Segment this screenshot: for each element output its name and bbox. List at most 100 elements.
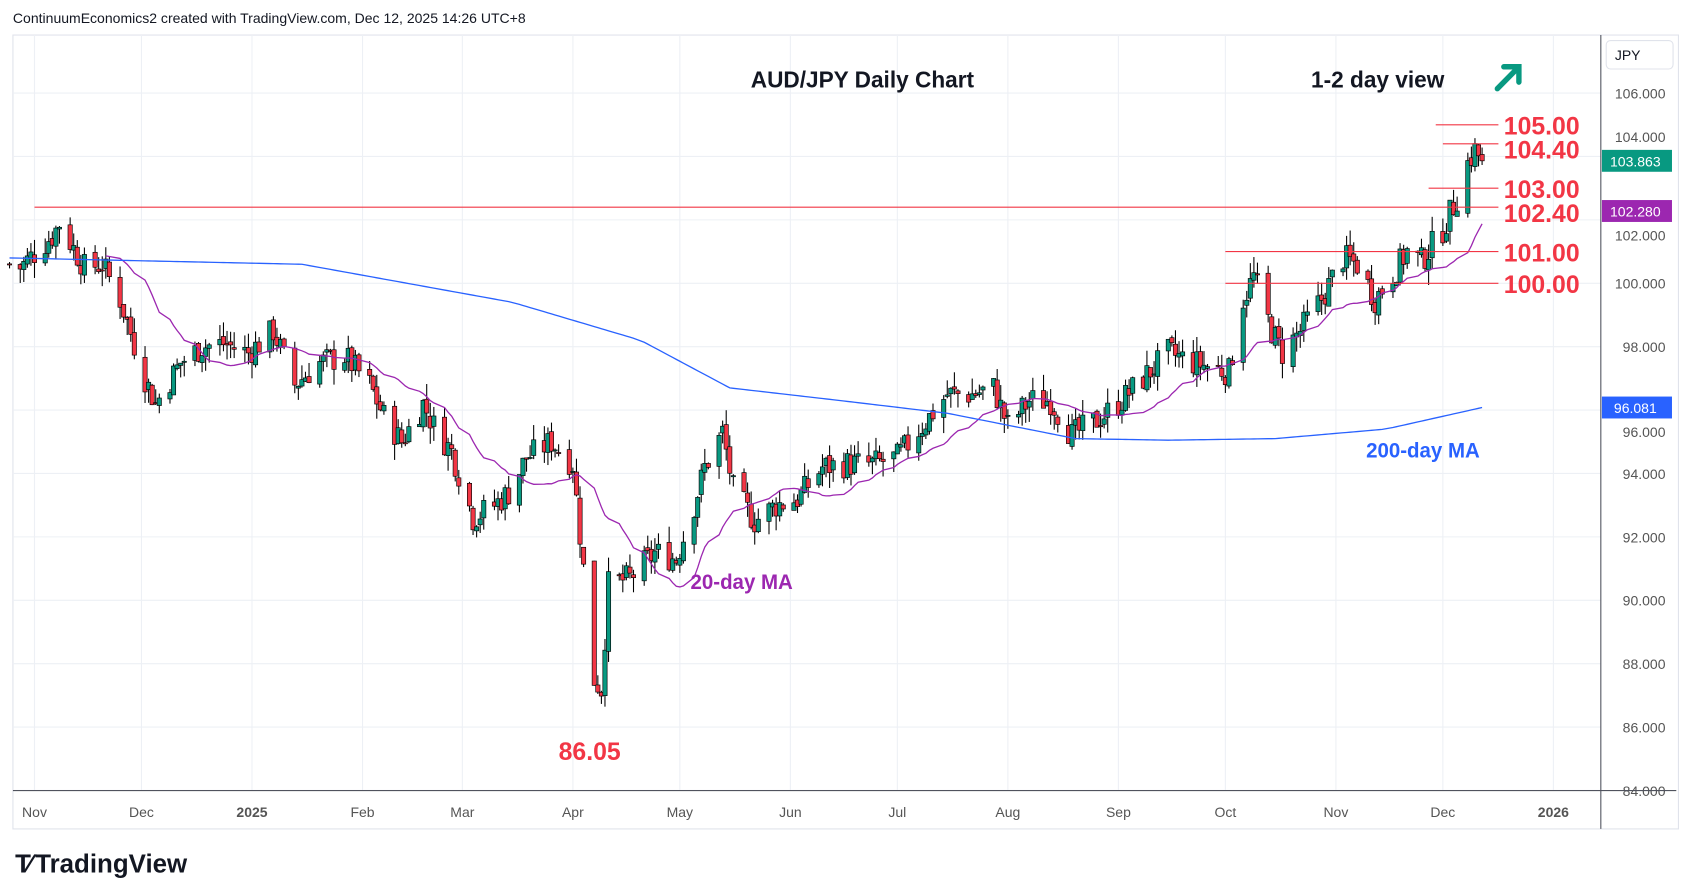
- candle-body: [1279, 339, 1285, 364]
- candle-body: [880, 458, 886, 462]
- ma200-annotation: 200-day MA: [1366, 440, 1480, 463]
- candle-body: [220, 336, 226, 346]
- candle-body: [445, 442, 451, 457]
- candle-body: [1429, 230, 1435, 259]
- candle-body: [1397, 248, 1403, 283]
- last-price-tag: [1601, 149, 1672, 172]
- candle-body: [1290, 334, 1296, 367]
- candle-body: [281, 338, 287, 347]
- candle-body: [1016, 414, 1022, 418]
- candle-body: [1251, 272, 1257, 281]
- candle-body: [1005, 414, 1011, 417]
- candle-body: [121, 304, 127, 318]
- candle-body: [1247, 278, 1253, 299]
- candle-body: [941, 399, 947, 418]
- candle-body: [980, 386, 986, 391]
- candle-body: [81, 254, 87, 276]
- candle-body: [830, 460, 836, 471]
- candle-body: [520, 457, 526, 476]
- candle-body: [231, 347, 237, 350]
- x-tick-label: Sep: [1106, 804, 1131, 820]
- candle-body: [1244, 299, 1250, 306]
- candle-body: [606, 571, 612, 652]
- candle-body: [1026, 400, 1032, 408]
- candle-body: [1130, 377, 1136, 394]
- candle-body: [1265, 272, 1271, 315]
- candle-body: [1098, 425, 1104, 428]
- candle-body: [1301, 311, 1307, 331]
- low-annotation: 86.05: [559, 738, 621, 766]
- candle-body: [392, 405, 398, 445]
- candle-body: [705, 463, 711, 468]
- candle-body: [331, 349, 337, 370]
- candle-body: [142, 356, 148, 393]
- tradingview-logo[interactable]: T∕ TradingView: [15, 850, 187, 881]
- x-tick-label: Jul: [888, 804, 906, 820]
- candle-body: [976, 392, 982, 395]
- x-tick-label: 2026: [1538, 804, 1569, 820]
- candle-body: [1226, 358, 1232, 387]
- candle-body: [56, 226, 62, 230]
- candle-body: [1001, 402, 1007, 419]
- x-tick-label: Feb: [350, 804, 374, 820]
- candle-body: [531, 439, 537, 456]
- x-tick-label: Dec: [129, 804, 154, 820]
- candle-body: [295, 386, 301, 389]
- candle-body: [1155, 350, 1161, 377]
- candle-body: [516, 474, 522, 506]
- candle-body: [1394, 281, 1399, 286]
- candle-body: [698, 469, 704, 495]
- candle-body: [1205, 366, 1211, 369]
- view-label: 1-2 day view: [1311, 66, 1445, 92]
- candle-body: [1101, 418, 1107, 425]
- candle-body: [716, 435, 722, 467]
- chart-frame: [12, 34, 1679, 830]
- candle-body: [1215, 365, 1221, 367]
- tradingview-logo-text: TradingView: [35, 849, 188, 880]
- candle-body: [442, 416, 448, 456]
- candle-body: [1376, 291, 1382, 316]
- x-tick-label: Apr: [562, 804, 584, 820]
- candle-body: [891, 451, 897, 460]
- level-label: 104.40: [1504, 137, 1580, 165]
- tradingview-logo-icon: T∕: [15, 849, 32, 880]
- candle-body: [573, 471, 579, 496]
- y-tick-label: 92.000: [1623, 529, 1666, 545]
- candle-body: [1369, 278, 1375, 305]
- currency-label: JPY: [1615, 47, 1641, 63]
- candle-body: [695, 497, 701, 518]
- candle-body: [527, 457, 533, 459]
- candle-body: [1326, 278, 1332, 307]
- candle-body: [666, 542, 672, 571]
- candle-body: [869, 457, 875, 463]
- candle-body: [117, 276, 123, 308]
- candle-body: [702, 463, 708, 473]
- candle-body: [131, 332, 137, 356]
- candle-body: [631, 574, 636, 578]
- candle-body: [1451, 201, 1457, 216]
- ma20-price-tag: [1601, 200, 1672, 222]
- candle-body: [1172, 343, 1178, 356]
- y-tick-label: 102.000: [1615, 227, 1666, 243]
- candle-body: [470, 507, 476, 531]
- candle-body: [627, 566, 633, 574]
- candle-body: [481, 500, 487, 519]
- candle-body: [1219, 367, 1225, 377]
- candle-body: [270, 319, 276, 341]
- candle-body: [67, 224, 73, 250]
- candle-body: [1351, 253, 1357, 262]
- x-tick-label: Dec: [1430, 804, 1455, 820]
- candle-body: [46, 241, 52, 254]
- price-chart[interactable]: 106.000 104.000 102.000 100.000 98.000 96.000…: [0, 0, 1687, 832]
- candle-body: [256, 341, 262, 353]
- candle-body: [816, 473, 822, 486]
- candle-body: [566, 449, 572, 475]
- candle-body: [877, 452, 882, 459]
- level-label: 105.00: [1504, 112, 1580, 140]
- candle-body: [167, 392, 173, 400]
- candle-body: [581, 546, 587, 565]
- candle-body: [591, 560, 597, 686]
- ma200-price-tag: [1601, 396, 1672, 419]
- candle-body: [199, 355, 205, 363]
